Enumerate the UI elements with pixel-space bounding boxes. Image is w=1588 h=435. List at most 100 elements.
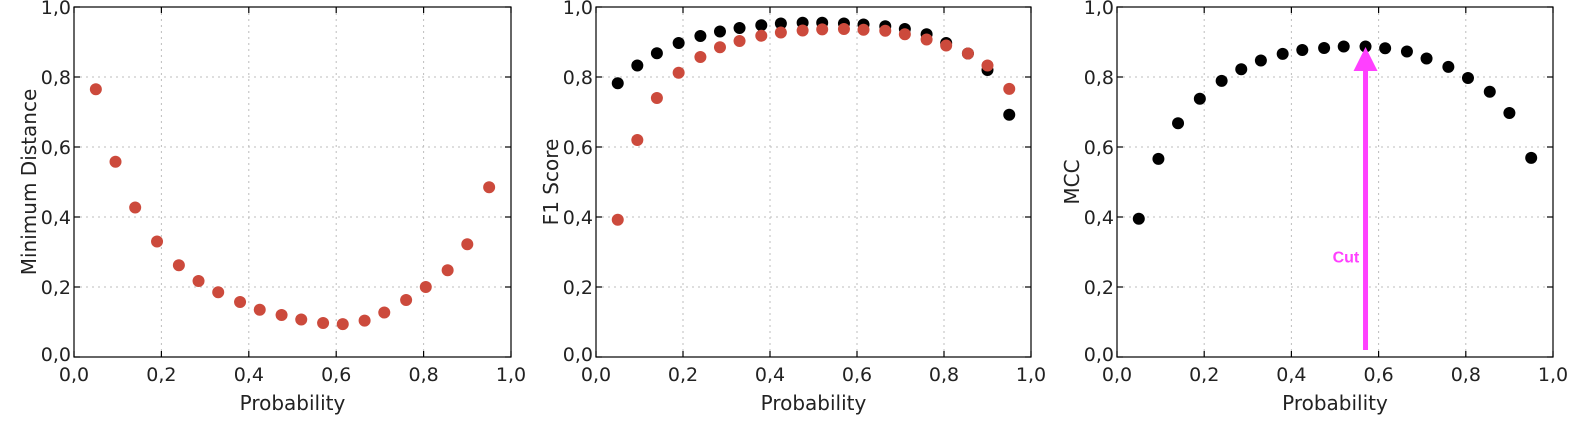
data-point [672, 66, 685, 79]
data-point [89, 83, 102, 96]
x-tick-label: 0,8 [1451, 364, 1481, 386]
x-axis-label: Probability [1282, 391, 1388, 415]
x-tick-label: 0,8 [408, 364, 438, 386]
data-point [611, 213, 624, 226]
data-point [275, 309, 288, 321]
y-tick-label: 0,8 [41, 67, 71, 89]
data-point [378, 306, 391, 319]
data-point [172, 259, 185, 272]
y-tick-label: 0,6 [563, 137, 593, 159]
data-point [400, 293, 413, 306]
y-tick-label: 1,0 [563, 0, 593, 19]
x-tick-label: 0,2 [668, 364, 698, 386]
data-point [713, 41, 726, 54]
data-point [1132, 212, 1145, 225]
data-point [419, 281, 432, 293]
data-point [1296, 44, 1309, 57]
data-point [733, 22, 746, 34]
x-tick-label: 0,6 [842, 364, 872, 386]
data-point [837, 23, 850, 36]
data-point [796, 24, 809, 37]
data-point [1003, 108, 1016, 121]
data-point [774, 26, 787, 39]
y-tick-label: 0,2 [563, 277, 593, 299]
minimum-distance-chart: 0,0 0,2 0,4 0,6 0,8 1,0 0,0 0,2 0,4 0,6 0,8 1,0 Prob… [17, 0, 526, 415]
y-tick-label: 0,6 [41, 137, 71, 159]
plot-frame [1116, 6, 1554, 358]
data-point [898, 28, 911, 41]
data-point [940, 39, 953, 52]
series-0 [611, 16, 1016, 121]
mcc-chart: 0,0 0,2 0,4 0,6 0,8 1,0 0,0 0,2 0,4 0,6 0,8 1,0 Prob… [1060, 0, 1568, 415]
y-axis-label: MCC [1060, 159, 1084, 204]
plot-frame [595, 6, 1032, 358]
cut-arrow [1353, 47, 1378, 350]
data-point [1318, 41, 1331, 54]
x-tick-label: 1,0 [496, 364, 526, 386]
data-point [816, 23, 829, 36]
data-point [1525, 151, 1538, 164]
data-point [1003, 82, 1016, 95]
data-point [1235, 63, 1248, 76]
data-point [755, 29, 768, 42]
y-tick-label: 1,0 [1084, 0, 1114, 19]
data-point [857, 23, 870, 36]
data-point [650, 92, 663, 104]
data-point [1172, 117, 1185, 130]
x-tick-label: 0,8 [929, 364, 959, 386]
x-axis-label: Probability [761, 391, 867, 415]
data-point [694, 51, 707, 64]
data-point [920, 33, 933, 46]
data-point [611, 77, 624, 90]
data-point [129, 201, 142, 214]
y-tick-label: 0,4 [41, 207, 71, 229]
data-point [713, 25, 726, 38]
data-point [1337, 40, 1350, 53]
data-point [879, 24, 892, 37]
data-point [151, 235, 164, 248]
data-point [1152, 152, 1165, 165]
data-point [672, 37, 685, 50]
y-tick-label: 0,0 [1084, 344, 1114, 366]
data-point [631, 59, 644, 72]
data-point [358, 314, 371, 327]
x-tick-label: 0,0 [1102, 364, 1132, 386]
data-point [234, 296, 247, 309]
data-point [1379, 42, 1392, 55]
series-0 [89, 83, 496, 331]
data-point [1503, 107, 1516, 120]
data-point [755, 19, 768, 32]
plot-frame [73, 6, 512, 358]
y-tick-label: 0,6 [1084, 137, 1114, 159]
y-tick-label: 0,8 [563, 67, 593, 89]
y-tick-label: 0,0 [41, 344, 71, 366]
x-tick-label: 0,6 [321, 364, 351, 386]
x-tick-label: 0,2 [146, 364, 176, 386]
data-point [981, 59, 994, 72]
y-axis-label: Minimum Distance [17, 89, 41, 276]
data-point [650, 47, 663, 60]
cut-arrow-head [1353, 47, 1378, 71]
data-point [336, 318, 349, 331]
data-point [1359, 40, 1372, 53]
data-point [733, 34, 746, 47]
data-point [1420, 52, 1433, 65]
x-tick-label: 0,4 [1276, 364, 1306, 386]
data-point [317, 317, 330, 330]
y-tick-label: 0,4 [563, 207, 593, 229]
data-point [192, 275, 205, 288]
series-1 [611, 23, 1016, 226]
y-tick-label: 0,2 [41, 277, 71, 299]
y-tick-label: 0,2 [1084, 277, 1114, 299]
y-tick-label: 1,0 [41, 0, 71, 19]
data-point [295, 313, 308, 326]
x-tick-label: 0,2 [1189, 364, 1219, 386]
data-point [631, 134, 644, 146]
data-point [1254, 54, 1267, 67]
y-tick-label: 0,0 [563, 344, 593, 366]
data-point [253, 303, 266, 316]
x-axis-label: Probability [240, 391, 346, 415]
x-tick-label: 0,0 [59, 364, 89, 386]
x-tick-label: 0,0 [581, 364, 611, 386]
x-tick-label: 0,6 [1363, 364, 1393, 386]
